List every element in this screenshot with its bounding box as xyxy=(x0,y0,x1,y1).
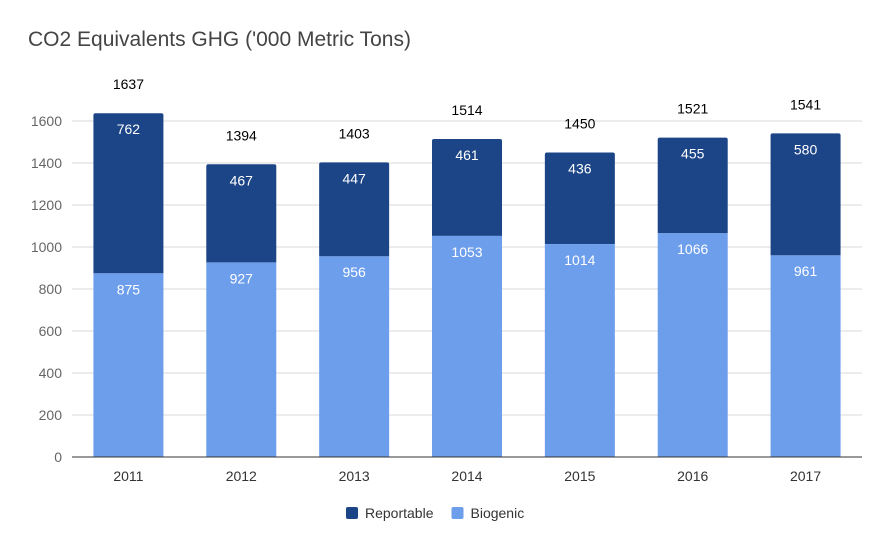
data-label-total: 1403 xyxy=(339,125,370,141)
y-tick-label: 1200 xyxy=(31,197,62,213)
data-label-biogenic: 961 xyxy=(794,263,818,279)
x-axis-ticks: 2011 2012 2013 2014 2015 2016 2017 xyxy=(113,468,821,484)
data-label-reportable: 580 xyxy=(794,141,818,157)
data-label-total: 1394 xyxy=(226,127,257,143)
data-label-reportable: 447 xyxy=(342,170,366,186)
bar-biogenic[interactable] xyxy=(206,262,277,457)
data-label-total: 1450 xyxy=(564,116,595,132)
data-label-total: 1541 xyxy=(790,96,821,112)
x-tick-label: 2013 xyxy=(339,468,370,484)
x-tick-label: 2014 xyxy=(451,468,482,484)
y-tick-label: 400 xyxy=(39,365,63,381)
legend-label-reportable[interactable]: Reportable xyxy=(365,505,434,521)
bar-biogenic[interactable] xyxy=(432,235,502,457)
bar-biogenic[interactable] xyxy=(319,256,390,457)
bar-reportable[interactable] xyxy=(432,139,502,236)
y-tick-label: 0 xyxy=(54,449,62,465)
data-label-reportable: 762 xyxy=(117,121,141,137)
legend-swatch-reportable xyxy=(346,507,358,519)
data-label-reportable: 461 xyxy=(455,147,479,163)
data-label-total: 1637 xyxy=(113,76,144,92)
data-label-reportable: 467 xyxy=(230,172,254,188)
data-label-biogenic: 956 xyxy=(342,264,366,280)
bar-biogenic[interactable] xyxy=(544,244,615,457)
data-labels: 875 762 1637 927 467 1394 956 447 1403 1053 461 151… xyxy=(113,76,822,297)
data-label-biogenic: 1066 xyxy=(677,241,708,257)
y-tick-label: 1000 xyxy=(31,239,62,255)
bar-reportable[interactable] xyxy=(544,152,615,245)
bar-reportable[interactable] xyxy=(770,133,841,256)
data-label-biogenic: 1014 xyxy=(564,252,595,268)
legend[interactable]: Reportable Biogenic xyxy=(346,505,524,521)
y-tick-label: 1400 xyxy=(31,155,62,171)
x-tick-label: 2016 xyxy=(677,468,708,484)
data-label-reportable: 455 xyxy=(681,146,705,162)
y-axis-ticks: 0 200 400 600 800 1000 1200 1400 1600 xyxy=(31,113,62,465)
x-tick-label: 2017 xyxy=(790,468,821,484)
bar-biogenic[interactable] xyxy=(770,255,841,457)
data-label-biogenic: 1053 xyxy=(451,244,482,260)
data-label-biogenic: 927 xyxy=(230,270,254,286)
bar-reportable[interactable] xyxy=(657,137,728,234)
x-tick-label: 2015 xyxy=(564,468,595,484)
y-tick-label: 1600 xyxy=(31,113,62,129)
legend-label-biogenic[interactable]: Biogenic xyxy=(471,505,525,521)
x-tick-label: 2012 xyxy=(226,468,257,484)
bar-reportable[interactable] xyxy=(206,164,277,263)
bar-reportable[interactable] xyxy=(319,162,390,257)
data-label-total: 1514 xyxy=(451,102,482,118)
x-tick-label: 2011 xyxy=(113,468,143,484)
y-tick-label: 800 xyxy=(39,281,63,297)
bar-reportable[interactable] xyxy=(93,113,164,274)
data-label-biogenic: 875 xyxy=(117,281,141,297)
y-tick-label: 200 xyxy=(39,407,63,423)
bars xyxy=(93,113,841,457)
data-label-reportable: 436 xyxy=(568,161,592,177)
chart-title: CO2 Equivalents GHG ('000 Metric Tons) xyxy=(28,28,411,51)
data-label-total: 1521 xyxy=(677,101,708,117)
legend-swatch-biogenic xyxy=(451,507,464,519)
bar-biogenic[interactable] xyxy=(93,273,164,457)
bar-biogenic[interactable] xyxy=(657,233,728,457)
y-tick-label: 600 xyxy=(39,323,63,339)
